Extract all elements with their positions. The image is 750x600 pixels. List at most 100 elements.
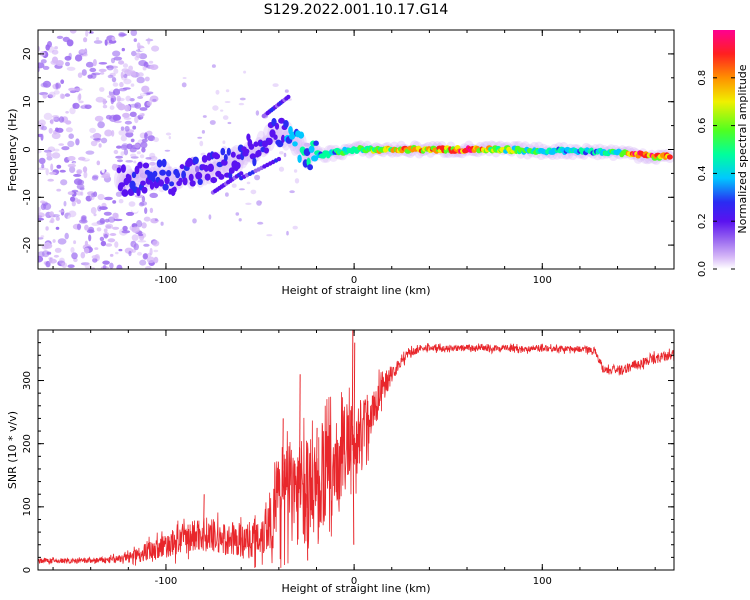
spectral-ridge xyxy=(307,164,313,171)
spectral-noise xyxy=(122,63,129,68)
spectral-noise xyxy=(51,152,61,159)
spectral-noise xyxy=(89,127,96,133)
spectral-noise xyxy=(139,48,149,52)
x-tick-label: 100 xyxy=(533,275,552,286)
spectral-noise xyxy=(160,221,164,226)
spectral-noise xyxy=(85,150,95,155)
spectral-noise xyxy=(136,136,142,145)
spectral-noise xyxy=(91,222,100,226)
spectral-noise xyxy=(135,52,141,58)
spectral-noise xyxy=(103,228,108,233)
spectral-noise xyxy=(41,163,45,169)
spectral-noise xyxy=(98,68,107,73)
colorbar-label: Normalized spectral amplitude xyxy=(736,64,749,233)
spectral-noise xyxy=(152,98,157,102)
spectral-noise xyxy=(123,73,128,79)
spectral-noise xyxy=(104,218,110,223)
spectral-noise xyxy=(154,218,158,221)
spectral-ridge xyxy=(158,179,165,187)
spectral-noise xyxy=(58,116,65,123)
snr-spike xyxy=(306,494,309,561)
spectral-noise xyxy=(54,247,62,253)
spectral-noise xyxy=(68,210,77,218)
spectral-noise xyxy=(245,202,252,205)
spectral-noise xyxy=(168,136,171,140)
spectral-noise xyxy=(272,83,279,87)
spectral-noise xyxy=(53,116,60,123)
spectral-noise xyxy=(50,163,54,171)
spectral-ridge xyxy=(273,134,278,140)
spectral-noise xyxy=(266,234,273,237)
y-tick-label: 0 xyxy=(22,567,33,573)
spectral-noise xyxy=(92,174,99,179)
spectrogram-xlabel: Height of straight line (km) xyxy=(281,284,430,297)
spectral-noise xyxy=(97,121,105,129)
spectral-noise xyxy=(136,42,141,49)
spectral-noise xyxy=(136,220,143,228)
spectral-noise xyxy=(130,163,138,166)
spectral-noise xyxy=(107,74,114,79)
spectral-noise xyxy=(142,66,147,71)
spectral-noise xyxy=(122,87,131,90)
spectral-noise xyxy=(147,135,155,142)
y-tick-label: 0 xyxy=(22,146,33,152)
y-tick-label: 20 xyxy=(22,48,33,61)
spectral-noise xyxy=(41,250,50,258)
spectral-noise xyxy=(109,105,115,110)
spectral-noise xyxy=(68,52,72,59)
spectral-noise xyxy=(113,149,119,155)
spectral-ridge xyxy=(266,137,273,146)
spectral-noise xyxy=(181,82,187,88)
spectral-noise xyxy=(78,100,84,104)
spectral-noise xyxy=(74,88,83,91)
colorbar: 0.0 0.2 0.4 0.6 0.8 Normalized spectral ampl… xyxy=(697,30,749,277)
spectral-noise xyxy=(91,192,95,198)
spectral-noise xyxy=(118,248,123,252)
spectral-noise xyxy=(45,226,49,231)
spectral-noise xyxy=(46,151,52,158)
spectral-noise xyxy=(133,243,139,251)
spectral-noise xyxy=(90,140,98,147)
spectral-noise xyxy=(149,192,158,198)
spectral-noise xyxy=(284,89,289,93)
spectral-noise xyxy=(139,154,145,159)
spectral-noise xyxy=(66,66,76,71)
spectral-noise xyxy=(141,85,150,93)
spectral-noise xyxy=(143,243,150,247)
spectral-ridge xyxy=(276,140,284,148)
spectral-noise xyxy=(86,229,95,234)
spectral-noise xyxy=(149,64,159,70)
spectral-noise xyxy=(50,118,54,125)
spectral-noise xyxy=(208,214,212,220)
spectral-ridge xyxy=(207,163,214,172)
spectral-ridge xyxy=(152,170,158,177)
spectral-noise xyxy=(116,101,123,109)
spectral-noise xyxy=(68,87,76,92)
spectral-branch xyxy=(239,171,244,176)
spectral-noise xyxy=(139,201,148,206)
snr-frame xyxy=(37,329,675,571)
spectral-ridge xyxy=(195,165,200,173)
spectral-noise xyxy=(151,45,160,52)
spectral-noise xyxy=(45,168,49,176)
spectral-noise xyxy=(64,232,69,240)
spectral-noise xyxy=(109,46,118,51)
spectral-ridge xyxy=(121,189,129,197)
spectral-noise xyxy=(131,206,139,213)
spectral-noise xyxy=(120,126,125,131)
snr-ticks: -100 0 100 0 100 200 300 xyxy=(22,329,674,587)
spectral-noise xyxy=(91,82,96,85)
spectral-noise xyxy=(38,62,45,69)
spectral-noise xyxy=(279,151,284,155)
spectral-noise xyxy=(109,233,117,236)
spectral-ridge xyxy=(263,147,269,154)
spectral-noise xyxy=(98,62,108,65)
spectral-noise xyxy=(111,36,116,42)
chart-title: S129.2022.001.10.17.G14 xyxy=(264,2,449,18)
colorbar-ticks: 0.0 0.2 0.4 0.6 0.8 xyxy=(697,70,735,277)
spectral-ridge xyxy=(298,131,305,139)
spectral-noise xyxy=(67,191,74,196)
spectral-noise xyxy=(148,60,154,64)
spectral-noise xyxy=(141,222,147,229)
spectral-noise xyxy=(88,234,92,242)
